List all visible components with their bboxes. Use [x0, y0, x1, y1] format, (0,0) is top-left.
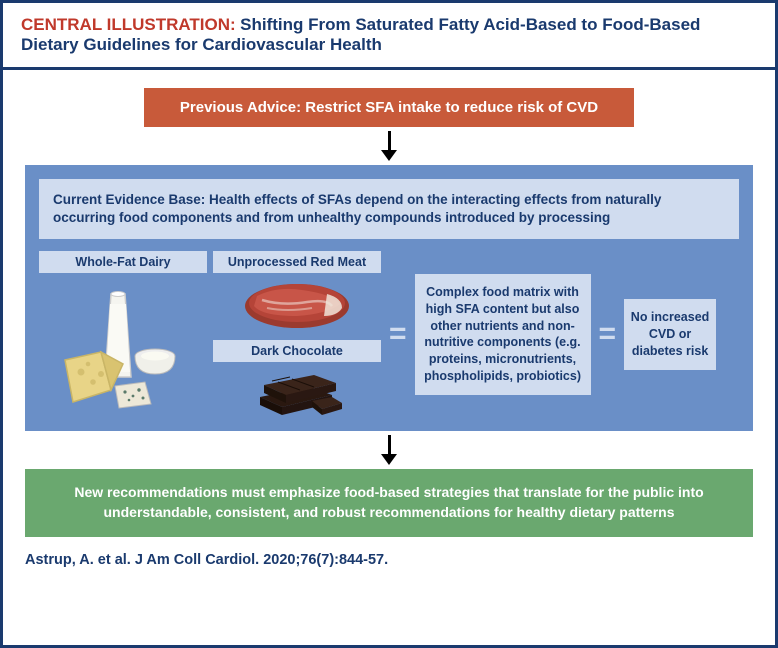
- dairy-column: Whole-Fat Dairy: [39, 251, 207, 417]
- food-matrix-box: Complex food matrix with high SFA conten…: [415, 274, 591, 395]
- meat-chocolate-column: Unprocessed Red Meat: [213, 251, 381, 417]
- recommendation-box: New recommendations must emphasize food-…: [25, 469, 753, 536]
- equals-icon: =: [597, 317, 619, 351]
- header-prefix: CENTRAL ILLUSTRATION:: [21, 15, 236, 34]
- meat-label: Unprocessed Red Meat: [213, 251, 381, 273]
- meat-icon: [213, 276, 381, 332]
- evidence-row: Whole-Fat Dairy: [39, 251, 739, 417]
- chocolate-icon: [213, 365, 381, 417]
- illustration-frame: CENTRAL ILLUSTRATION: Shifting From Satu…: [0, 0, 778, 648]
- evidence-box: Current Evidence Base: Health effects of…: [25, 165, 753, 431]
- equals-icon: =: [387, 317, 409, 351]
- dairy-label: Whole-Fat Dairy: [39, 251, 207, 273]
- dairy-icon: [39, 276, 207, 417]
- previous-advice-box: Previous Advice: Restrict SFA intake to …: [144, 88, 634, 127]
- chocolate-label: Dark Chocolate: [213, 340, 381, 362]
- header: CENTRAL ILLUSTRATION: Shifting From Satu…: [3, 3, 775, 70]
- citation: Astrup, A. et al. J Am Coll Cardiol. 202…: [25, 552, 388, 568]
- arrow-down-icon: [381, 435, 397, 465]
- arrow-down-icon: [381, 131, 397, 161]
- main-content: Previous Advice: Restrict SFA intake to …: [3, 70, 775, 645]
- risk-box: No increased CVD or diabetes risk: [624, 299, 716, 370]
- evidence-header: Current Evidence Base: Health effects of…: [39, 179, 739, 239]
